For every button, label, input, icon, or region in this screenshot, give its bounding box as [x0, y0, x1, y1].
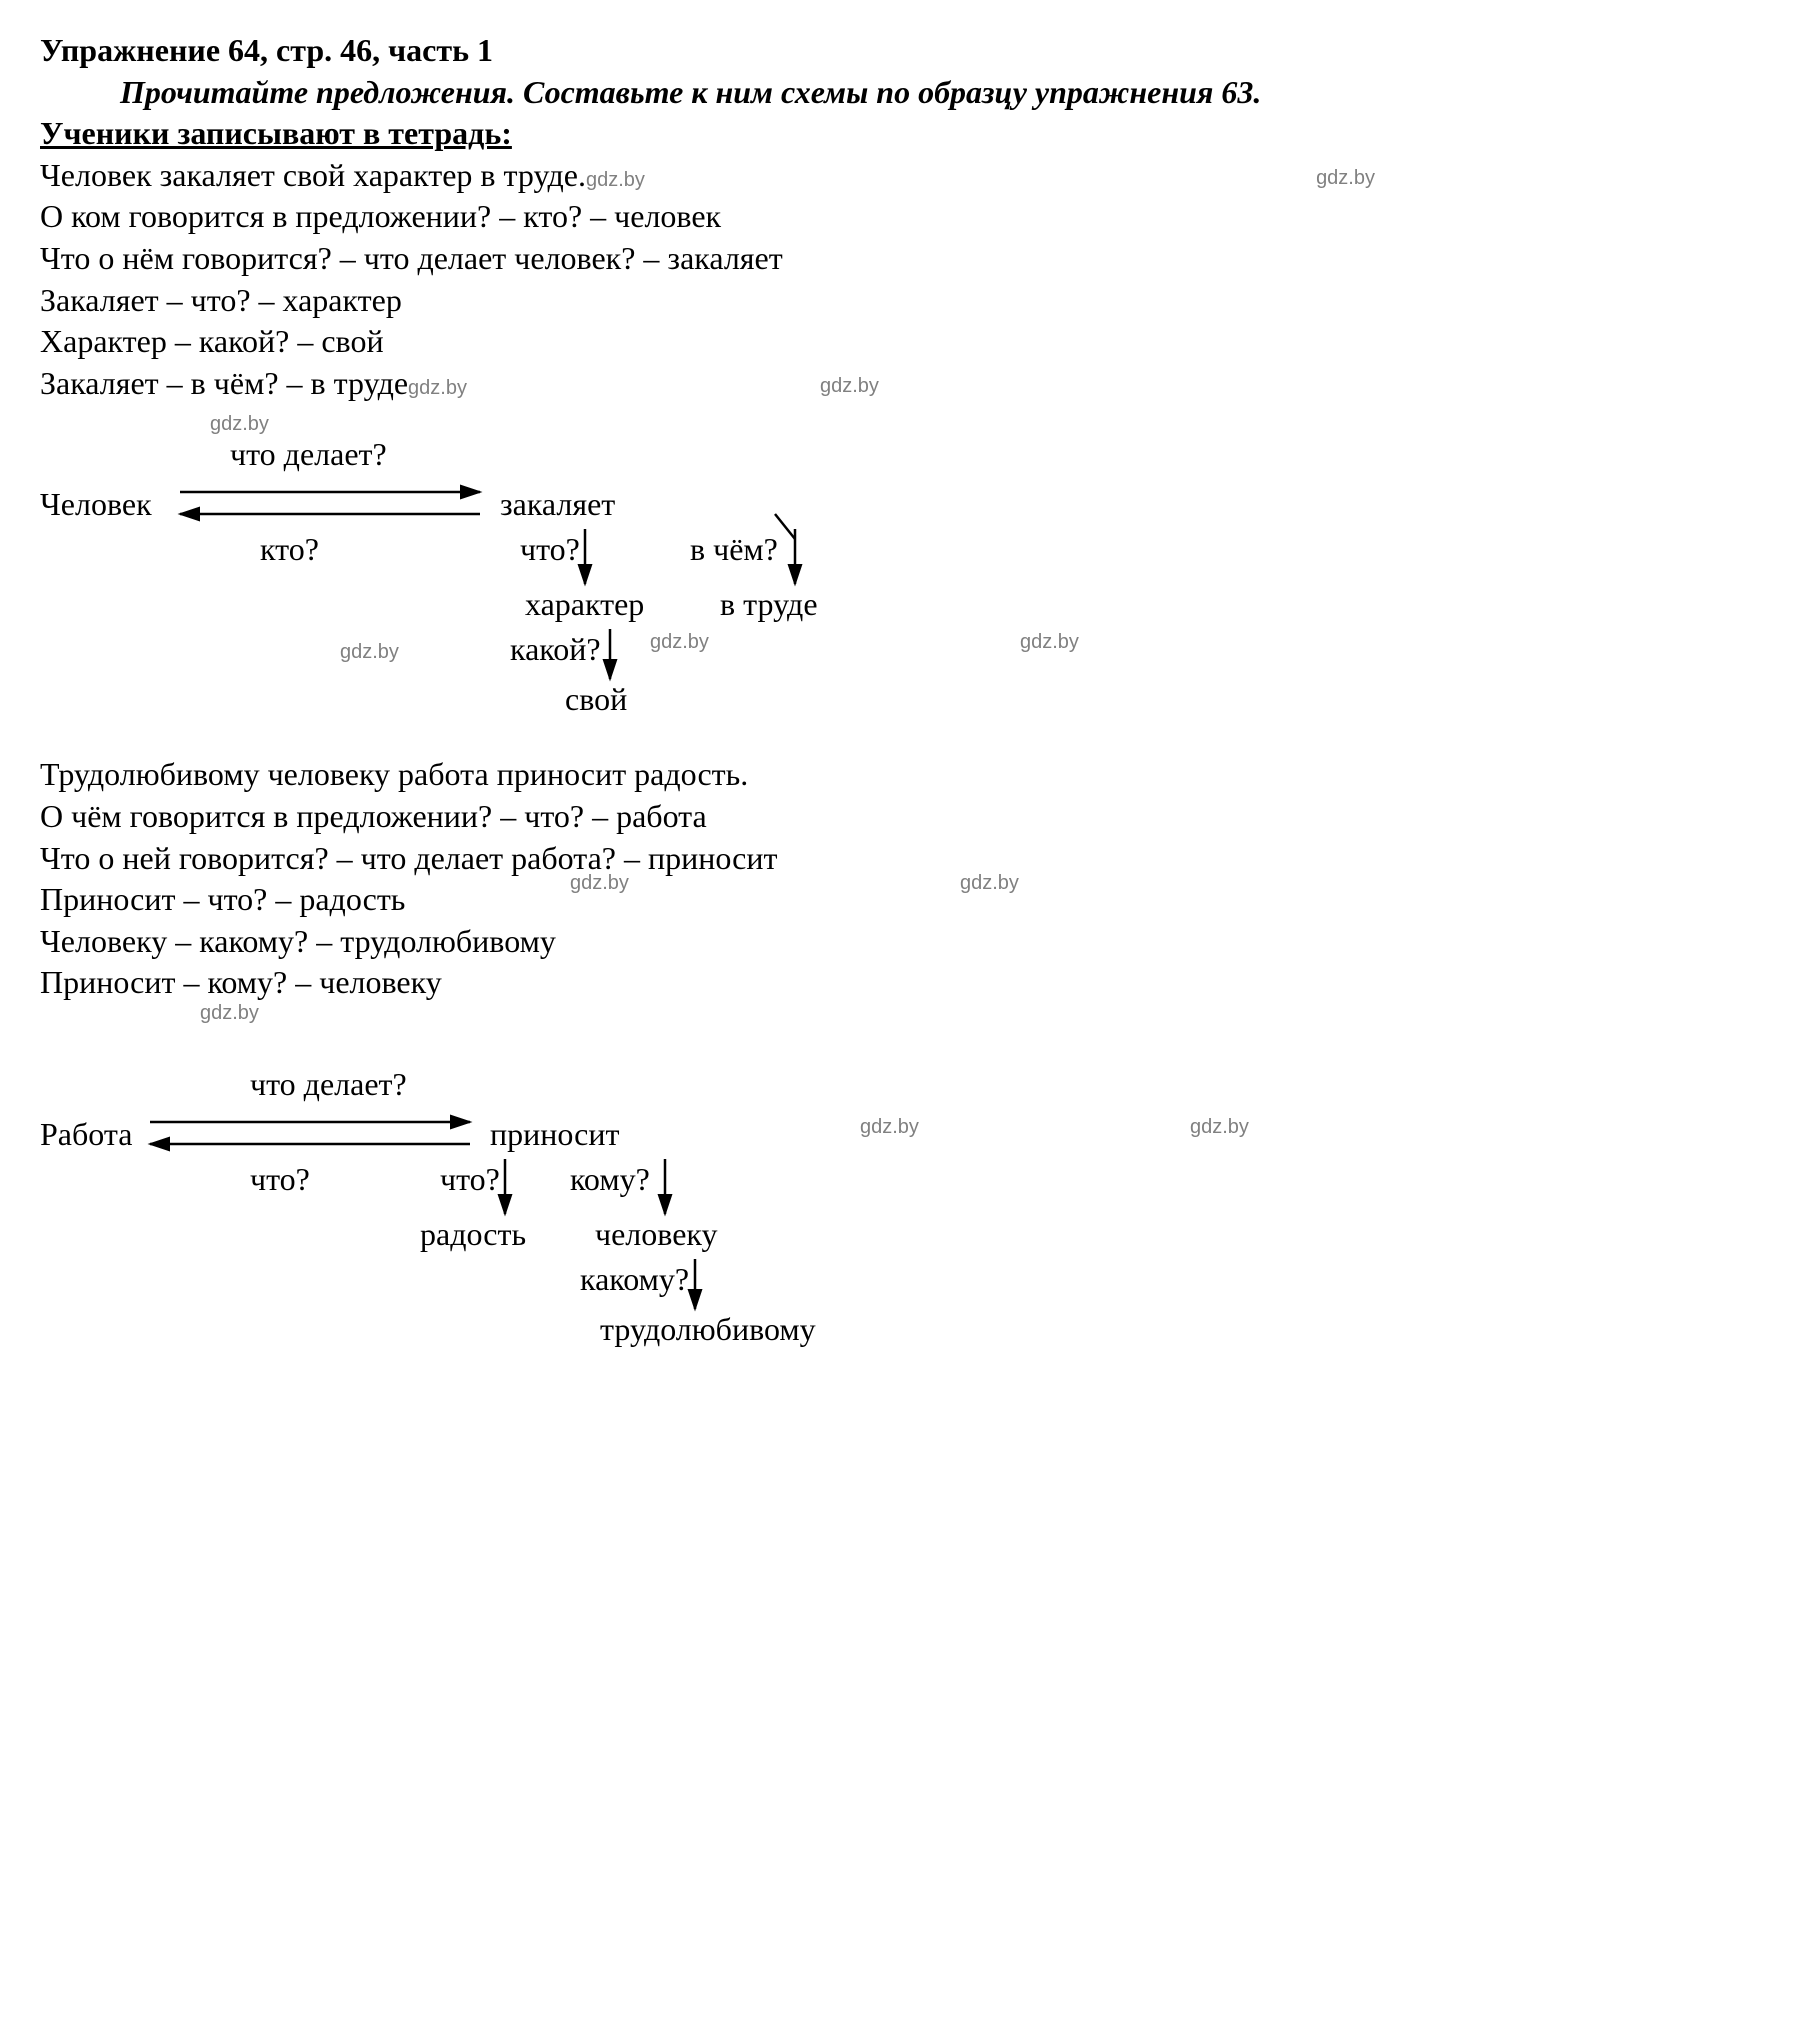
analysis-line: Закаляет – что? – характер — [40, 280, 1755, 322]
sentence-1: Человек закаляет свой характер в труде. … — [40, 155, 1755, 197]
analysis-line: Человеку – какому? – трудолюбивому — [40, 921, 1755, 963]
analysis-text: Закаляет – в чём? – в труде — [40, 365, 408, 401]
watermark: gdz.by — [1020, 629, 1079, 655]
diagram-arrows — [40, 414, 940, 734]
instruction-content: Прочитайте предложения. Составьте к ним … — [40, 72, 1755, 114]
watermark: gdz.by — [1316, 165, 1375, 191]
sentence-diagram-1: что делает? Человек закаляет кто? что? в… — [40, 414, 1755, 734]
instruction-text: Прочитайте предложения. Составьте к ним … — [40, 72, 1755, 114]
sentence-diagram-2: что делает? Работа приносит что? что? ко… — [40, 1044, 1755, 1384]
analysis-line: О ком говорится в предложении? – кто? – … — [40, 196, 1755, 238]
analysis-line: Закаляет – в чём? – в труде gdz.by — [40, 363, 1755, 405]
analysis-line: О чём говорится в предложении? – что? – … — [40, 796, 1755, 838]
exercise-title: Упражнение 64, стр. 46, часть 1 — [40, 30, 1755, 72]
subheading: Ученики записывают в тетрадь: — [40, 113, 1755, 155]
analysis-line: Приносит – что? – радость — [40, 879, 1755, 921]
sentence-1-text: Человек закаляет свой характер в труде. — [40, 157, 586, 193]
sentence-2: Трудолюбивому человеку работа приносит р… — [40, 754, 1755, 796]
watermark: gdz.by — [200, 1000, 259, 1026]
analysis-line: Что о ней говорится? – что делает работа… — [40, 838, 1755, 880]
watermark: gdz.by — [960, 870, 1019, 896]
analysis-line: Приносит – кому? – человеку — [40, 962, 1755, 1004]
watermark: gdz.by — [408, 377, 467, 399]
watermark: gdz.by — [820, 373, 879, 399]
analysis-line: Характер – какой? – свой — [40, 321, 1755, 363]
analysis-line: Что о нём говорится? – что делает челове… — [40, 238, 1755, 280]
watermark: gdz.by — [1190, 1114, 1249, 1140]
diagram-arrows — [40, 1044, 940, 1384]
watermark: gdz.by — [570, 870, 629, 896]
watermark: gdz.by — [586, 169, 645, 191]
